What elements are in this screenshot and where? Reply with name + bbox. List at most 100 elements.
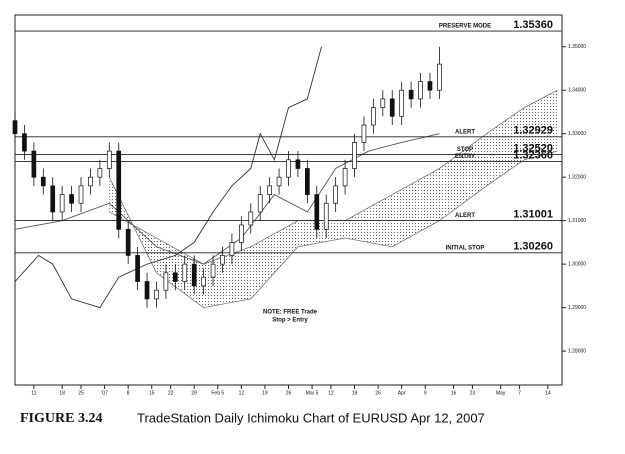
note: NOTE: FREE Trade: [263, 310, 318, 316]
candle-body: [135, 255, 140, 282]
plot-frame: [14, 14, 563, 386]
candle-body: [163, 272, 169, 291]
candle-body: [144, 281, 150, 300]
candle-body: [97, 168, 103, 178]
candle-body: [182, 263, 188, 282]
level-name: INITIAL STOP: [446, 245, 485, 251]
y-tick-label: 1.31000: [568, 218, 586, 224]
candle-body: [116, 150, 122, 230]
level-value: 1.31001: [513, 209, 553, 221]
x-tick-label: May: [496, 390, 506, 396]
candle-body: [238, 224, 244, 243]
x-tick-label: 14: [545, 390, 551, 396]
candle-body: [125, 228, 131, 256]
candle-body: [248, 211, 254, 226]
candle-body: [50, 185, 56, 213]
y-tick-label: 1.29000: [568, 305, 586, 311]
level-name: PRESERVE MODE: [439, 24, 491, 30]
candle-body: [40, 176, 46, 187]
candle-body: [78, 185, 84, 204]
candle-body: [154, 289, 159, 300]
x-tick-label: 23: [470, 390, 476, 396]
x-tick-label: 25: [78, 390, 84, 396]
note: Stop > Entry: [272, 318, 308, 324]
candle-body: [437, 63, 442, 91]
candle-body: [305, 168, 310, 195]
level-value: 1.30260: [513, 241, 553, 253]
y-tick-label: 1.32000: [568, 175, 586, 181]
caption-label: FIGURE 3.24: [20, 411, 102, 426]
candle-body: [333, 185, 339, 204]
x-tick-label: 26: [286, 390, 292, 396]
candle-body: [229, 242, 235, 256]
candle-body: [408, 89, 414, 100]
indicator-line: [14, 46, 322, 309]
caption: TradeStation Daily Ichimoku Chart of EUR…: [137, 410, 485, 425]
level-name: ENTRY: [455, 154, 475, 160]
level-name: STOP: [457, 147, 473, 153]
x-tick-label: 12: [328, 390, 334, 396]
x-tick-label: 22: [168, 390, 174, 396]
candle-body: [106, 150, 112, 169]
x-tick-label: 12: [239, 390, 245, 396]
candle-body: [399, 89, 405, 117]
y-tick-label: 1.35000: [568, 44, 586, 50]
level-name: ALERT: [455, 129, 475, 135]
x-tick-label: Feb 5: [211, 390, 224, 396]
candle-body: [276, 176, 282, 187]
candle-body: [342, 168, 348, 187]
y-tick-label: 1.33000: [568, 131, 586, 137]
candle-body: [314, 194, 320, 230]
candle-body: [427, 81, 433, 91]
level-value: 1.35360: [513, 19, 553, 31]
candle-body: [286, 159, 291, 178]
x-tick-label: 11: [31, 390, 36, 396]
x-tick-label: 7: [518, 390, 521, 396]
y-tick-label: 1.34000: [568, 88, 586, 94]
level-value: 1.32360: [513, 149, 553, 161]
candle-body: [22, 133, 27, 152]
x-tick-label: 18: [59, 390, 65, 396]
candle-body: [380, 98, 386, 108]
candle-body: [88, 176, 93, 187]
candle-body: [210, 263, 216, 278]
x-tick-label: 16: [451, 390, 457, 396]
indicator-line: [14, 133, 440, 265]
y-tick-label: 1.30000: [568, 261, 586, 267]
level-value: 1.32520: [513, 142, 553, 154]
x-tick-label: 26: [375, 390, 381, 396]
candle-body: [267, 185, 272, 195]
candle-body: [59, 194, 65, 213]
candle-body: [31, 150, 37, 178]
y-tick-label: 1.28000: [568, 348, 586, 354]
candle-body: [12, 120, 18, 135]
x-tick-label: 29: [191, 390, 197, 396]
x-tick-label: Apr: [398, 390, 406, 396]
candle-body: [418, 81, 423, 100]
x-tick-label: 15: [149, 390, 155, 396]
candle-body: [361, 124, 367, 143]
candle-body: [220, 255, 225, 265]
x-tick-label: 19: [262, 390, 268, 396]
candle-body: [371, 107, 376, 126]
candle-body: [257, 194, 263, 213]
candle-body: [295, 159, 301, 169]
candle-body: [352, 142, 357, 169]
level-value: 1.32929: [513, 125, 553, 137]
cloud-span-b: [108, 150, 558, 309]
candle-body: [323, 202, 329, 230]
candle-body: [201, 276, 206, 287]
cloud-fill: [109, 90, 558, 308]
candle-body: [389, 98, 395, 117]
candle-body: [172, 272, 178, 282]
x-tick-label: Mar 5: [306, 390, 319, 396]
candle-body: [191, 263, 197, 287]
level-name: ALERT: [455, 213, 475, 219]
x-tick-label: 9: [424, 390, 427, 396]
candle-body: [69, 194, 74, 204]
x-tick-label: 8: [127, 390, 130, 396]
x-tick-label: '07: [101, 390, 108, 396]
x-tick-label: 19: [352, 390, 358, 396]
